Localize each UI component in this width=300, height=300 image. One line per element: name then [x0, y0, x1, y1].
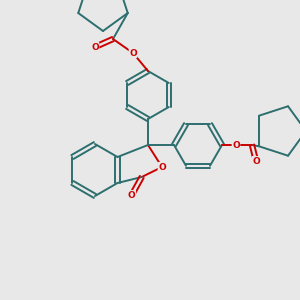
Text: O: O — [158, 163, 166, 172]
Text: O: O — [128, 190, 136, 200]
Text: O: O — [91, 43, 99, 52]
Text: O: O — [232, 140, 240, 149]
Text: O: O — [252, 157, 260, 166]
Text: O: O — [129, 49, 137, 58]
